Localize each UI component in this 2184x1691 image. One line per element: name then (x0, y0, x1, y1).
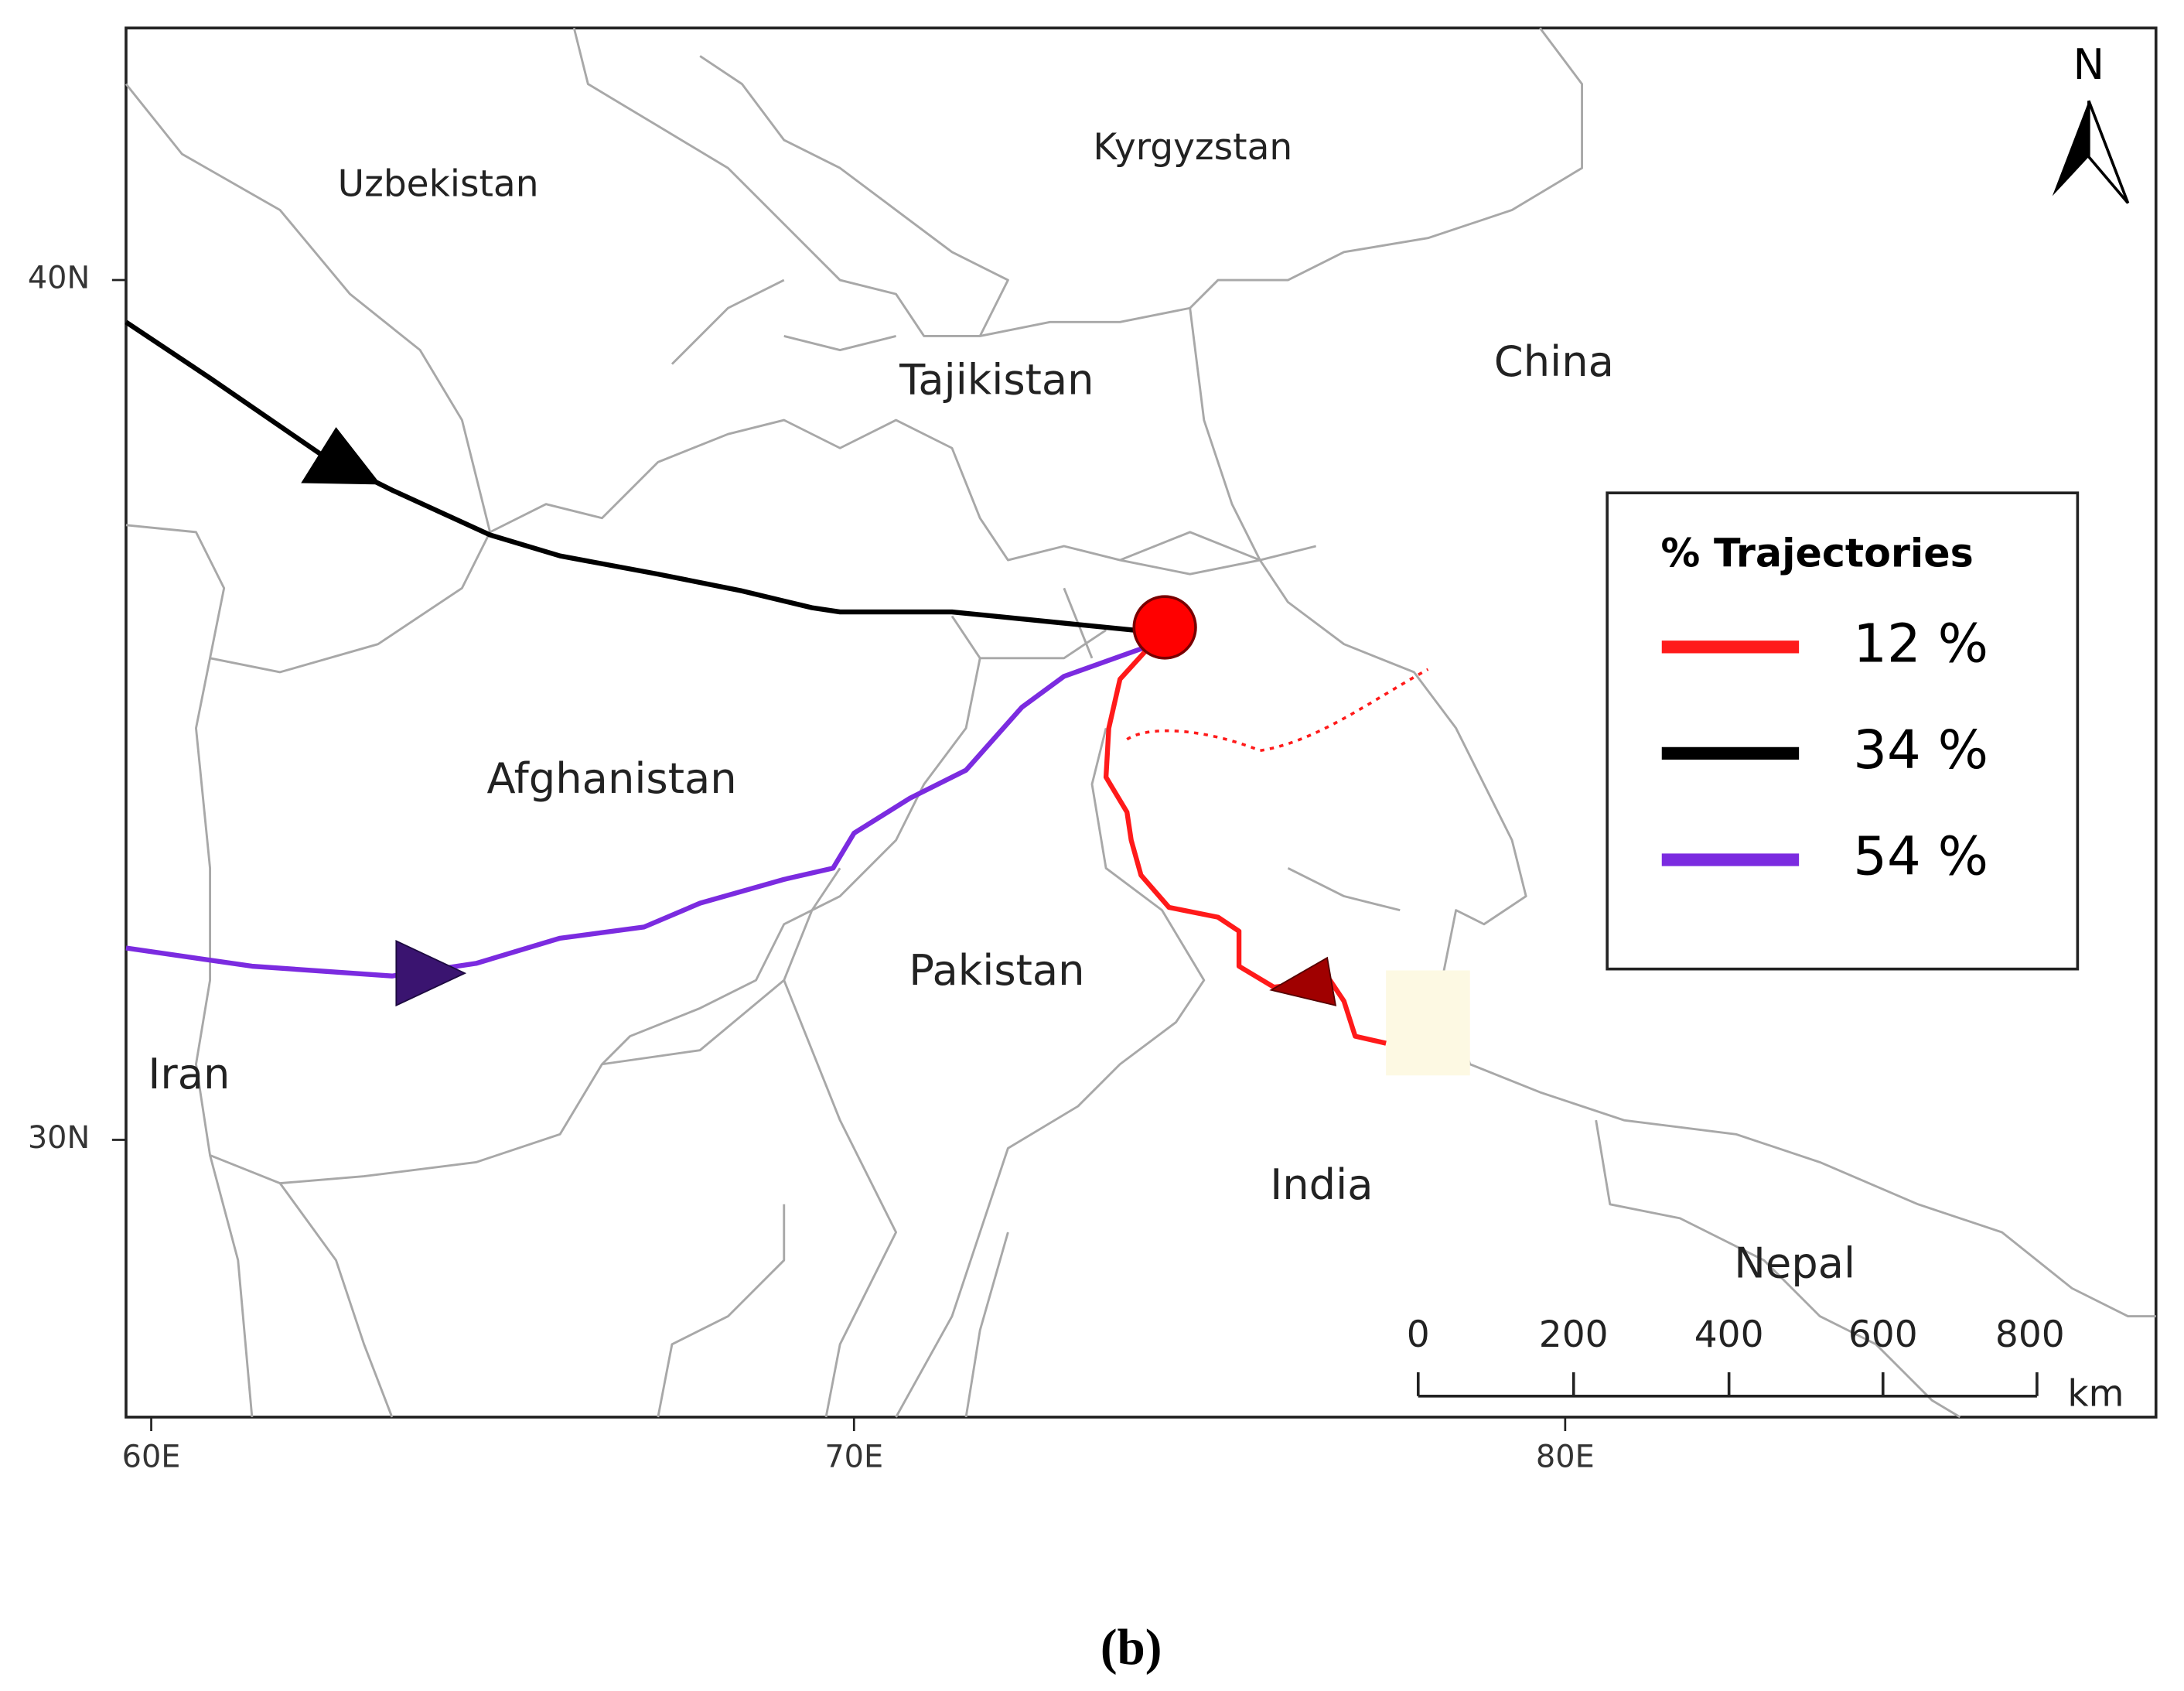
scale-label: 200 (1539, 1314, 1609, 1356)
lon-label: 60E (122, 1440, 181, 1475)
receptor-area (1386, 970, 1470, 1076)
scale-unit: km (2067, 1372, 2124, 1415)
legend-title: % Trajectories (1661, 531, 1974, 576)
country-label: Pakistan (909, 946, 1084, 995)
legend-entries: 12 % 34 % 54 % (1661, 613, 1988, 888)
direction-arrow (1269, 956, 1337, 1006)
country-label: Kyrgyzstan (1093, 126, 1292, 169)
direction-arrow (395, 940, 467, 1007)
lon-label: 80E (1536, 1440, 1595, 1475)
country-label: Uzbekistan (338, 162, 539, 205)
country-label: Iran (148, 1050, 230, 1098)
scale-bar (1416, 1372, 2039, 1398)
legend-label: 54 % (1853, 825, 1988, 887)
borders (125, 27, 2156, 1419)
trajectory-branch (1126, 668, 1429, 753)
north-arrow (2087, 100, 2130, 204)
country-label: Tajikistan (899, 355, 1094, 404)
axis-ticks (111, 278, 1567, 1432)
country-label: Afghanistan (486, 754, 736, 803)
country-label: India (1270, 1160, 1373, 1209)
scale-label: 800 (1995, 1314, 2065, 1356)
scale-label: 600 (1848, 1314, 1918, 1356)
lat-label: 40N (28, 261, 90, 296)
caption: (b) (1101, 1620, 1162, 1676)
scale-label: 0 (1407, 1314, 1430, 1356)
lon-label: 70E (824, 1440, 883, 1475)
legend-label: 12 % (1853, 613, 1988, 675)
country-label: China (1494, 337, 1614, 386)
direction-arrow (301, 427, 381, 485)
trajectory (1103, 631, 1387, 1046)
scale-label: 400 (1694, 1314, 1764, 1356)
north-label: N (2073, 40, 2105, 89)
legend-box (1606, 491, 2080, 971)
country-label: Nepal (1734, 1239, 1855, 1288)
lat-label: 30N (28, 1120, 90, 1156)
receptor-point (1132, 595, 1197, 660)
legend-label: 34 % (1853, 719, 1988, 781)
